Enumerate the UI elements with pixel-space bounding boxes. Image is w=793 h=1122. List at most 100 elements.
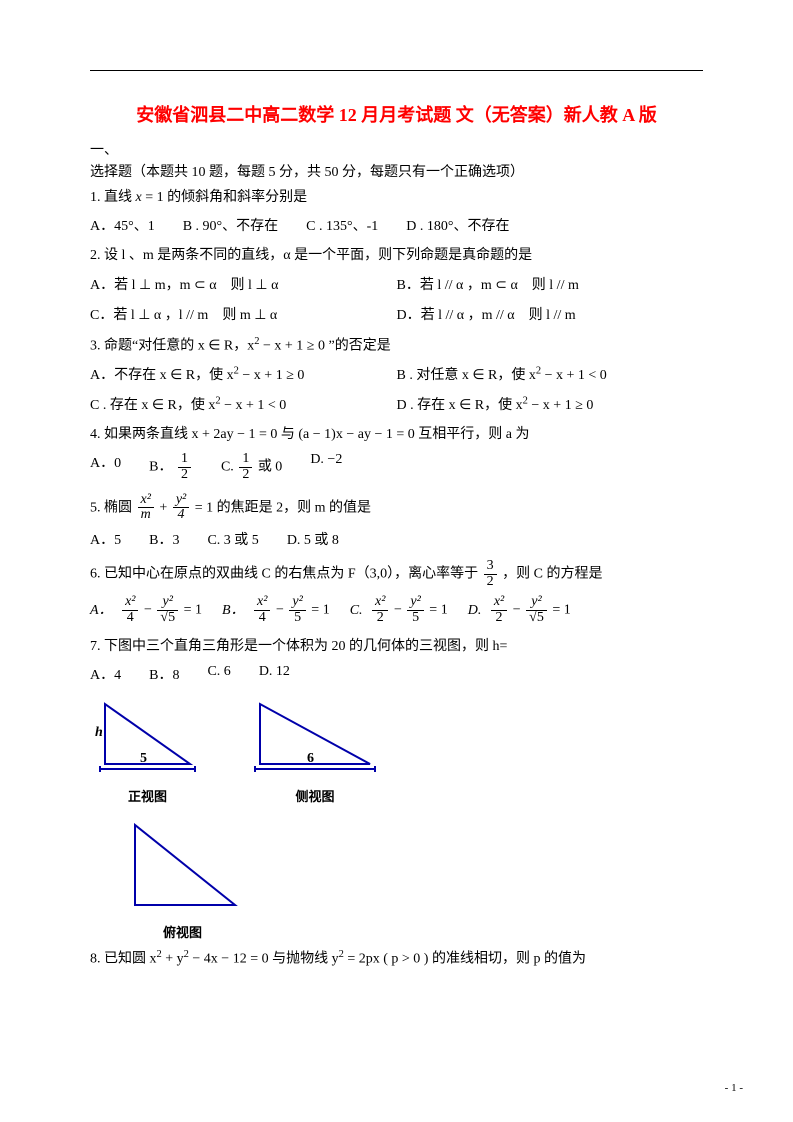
- q5-f1d: m: [138, 508, 154, 523]
- q5-pre: 5. 椭圆: [90, 500, 136, 515]
- q3-D-a: D . 存在 x ∈ R，使 x: [397, 398, 523, 413]
- q6-B-f2n: y²: [289, 595, 305, 611]
- q4-options: A．0 B． 12 C. 12 或 0 D. −2: [90, 452, 703, 482]
- q6-C-f2n: y²: [407, 595, 423, 611]
- q3-C-a: C . 存在 x ∈ R，使 x: [90, 398, 215, 413]
- q6-C-f2: y²5: [407, 595, 423, 625]
- q6-D: D. x²2 − y²√5 = 1: [468, 595, 571, 625]
- q4-text: 4. 如果两条直线 x + 2ay − 1 = 0 与 (a − 1)x − a…: [90, 424, 703, 446]
- q5-A: A．5: [90, 529, 121, 549]
- q6-options: A． x²4 − y²√5 = 1 B． x²4 − y²5 = 1 C. x²…: [90, 595, 703, 625]
- q6-B-lbl: B．: [222, 603, 245, 618]
- q3-C: C . 存在 x ∈ R，使 x2 − x + 1 < 0: [90, 394, 397, 414]
- q6-C-f1n: x²: [372, 595, 388, 611]
- q3-B-a: B . 对任意 x ∈ R，使 x: [397, 368, 536, 383]
- q3-C-b: − x + 1 < 0: [221, 398, 287, 413]
- q1-stem: 1. 直线 x = 1 的倾斜角和斜率分别是: [90, 190, 307, 205]
- q7-views-row2: 俯视图: [120, 815, 703, 941]
- q4-A: A．0: [90, 452, 121, 482]
- q3-a: 3. 命题“对任意的 x ∈ R，x: [90, 338, 254, 353]
- q4-C-frac: 12: [239, 452, 252, 482]
- q6-D-f1d: 2: [491, 611, 507, 626]
- q5-text: 5. 椭圆 x²m + y²4 = 1 的焦距是 2，则 m 的值是: [90, 493, 703, 523]
- q2-C: C．若 l ⊥ α ，l // m 则 m ⊥ α: [90, 304, 397, 324]
- q4-B-num: 1: [178, 452, 191, 468]
- q8-a: 8. 已知圆 x: [90, 952, 157, 967]
- top-label: 俯视图: [120, 922, 245, 941]
- q7-A: A．4: [90, 664, 121, 684]
- q6-A-lbl: A．: [90, 603, 113, 618]
- q5-D: D. 5 或 8: [287, 529, 339, 549]
- q6-C-f1: x²2: [372, 595, 388, 625]
- q6-post: ，则 C 的方程是: [502, 566, 602, 581]
- q7-views-row1: h 5 正视图 6 侧视图: [90, 694, 703, 805]
- q5-f2n: y²: [173, 493, 189, 509]
- q6-B-f1d: 4: [254, 611, 270, 626]
- q6-A-f1: x²4: [122, 595, 138, 625]
- q6-A: A． x²4 − y²√5 = 1: [90, 595, 202, 625]
- q1-text: 1. 直线 x = 1 的倾斜角和斜率分别是: [90, 187, 703, 209]
- q8-text: 8. 已知圆 x2 + y2 − 4x − 12 = 0 与抛物线 y2 = 2…: [90, 947, 703, 971]
- q6-B: B． x²4 − y²5 = 1: [222, 595, 330, 625]
- q4-C: C. 12 或 0: [221, 452, 282, 482]
- q5-f1n: x²: [138, 493, 154, 509]
- page-number: - 1 -: [725, 1082, 743, 1094]
- side-view-svg: 6: [245, 694, 385, 779]
- q6-B-eq: = 1: [311, 603, 329, 618]
- q1-C: C . 135°、-1: [306, 215, 378, 235]
- page: 安徽省泗县二中高二数学 12 月月考试题 文（无答案）新人教 A 版 一、 选择…: [0, 0, 793, 1122]
- q8-c: − 4x − 12 = 0 与抛物线 y: [192, 952, 338, 967]
- side-view: 6 侧视图: [245, 694, 385, 805]
- q8-b: + y: [165, 952, 183, 967]
- q6-B-f2d: 5: [289, 611, 305, 626]
- q4-C-den: 2: [239, 468, 252, 483]
- q3-b: − x + 1 ≥ 0 ”的否定是: [260, 338, 391, 353]
- q4-C-post: 或 0: [258, 460, 283, 475]
- q6-A-f1d: 4: [122, 611, 138, 626]
- q3-A-a: A．不存在 x ∈ R，使 x: [90, 368, 234, 383]
- q4-D: D. −2: [310, 452, 342, 482]
- q5-f1: x²m: [138, 493, 154, 523]
- h-label: h: [95, 725, 103, 740]
- front-view-svg: h 5: [90, 694, 205, 779]
- q6-pre: 6. 已知中心在原点的双曲线 C 的右焦点为 F（3,0），离心率等于: [90, 566, 482, 581]
- q6-A-f2: y²√5: [157, 595, 178, 625]
- q6-ecc: 32: [484, 559, 497, 589]
- section-1-label: 一、: [90, 139, 703, 159]
- q6-A-minus: −: [144, 603, 155, 618]
- q5-f2d: 4: [173, 508, 189, 523]
- q3-A: A．不存在 x ∈ R，使 x2 − x + 1 ≥ 0: [90, 364, 397, 384]
- q6-A-f2n: y²: [157, 595, 178, 611]
- q1-A: A．45°、1: [90, 215, 155, 235]
- q3-B-b: − x + 1 < 0: [541, 368, 607, 383]
- q3-D-b: − x + 1 ≥ 0: [528, 398, 593, 413]
- instructions: 选择题（本题共 10 题，每题 5 分，共 50 分，每题只有一个正确选项）: [90, 161, 703, 181]
- q5-f2: y²4: [173, 493, 189, 523]
- q2-text: 2. 设 l 、m 是两条不同的直线，α 是一个平面，则下列命题是真命题的是: [90, 245, 703, 267]
- top-rule: [90, 70, 703, 71]
- q3-B: B . 对任意 x ∈ R，使 x2 − x + 1 < 0: [397, 364, 704, 384]
- q8-d: = 2px ( p > 0 ) 的准线相切，则 p 的值为: [347, 952, 586, 967]
- b5-label: 5: [140, 751, 147, 766]
- q6-C-lbl: C.: [350, 603, 363, 618]
- q6-D-minus: −: [513, 603, 524, 618]
- q6-D-f2: y²√5: [526, 595, 547, 625]
- q6-A-eq: = 1: [184, 603, 202, 618]
- q6-en: 3: [484, 559, 497, 575]
- q7-C: C. 6: [207, 664, 230, 684]
- q6-C: C. x²2 − y²5 = 1: [350, 595, 448, 625]
- q5-eq: = 1: [195, 500, 213, 515]
- q7-options: A．4 B．8 C. 6 D. 12: [90, 664, 703, 684]
- q6-text: 6. 已知中心在原点的双曲线 C 的右焦点为 F（3,0），离心率等于 32 ，…: [90, 559, 703, 589]
- q3-A-b: − x + 1 ≥ 0: [239, 368, 304, 383]
- q7-D: D. 12: [259, 664, 290, 684]
- exam-title: 安徽省泗县二中高二数学 12 月月考试题 文（无答案）新人教 A 版: [90, 101, 703, 127]
- q6-D-f1: x²2: [491, 595, 507, 625]
- side-label: 侧视图: [245, 786, 385, 805]
- q3-D: D . 存在 x ∈ R，使 x2 − x + 1 ≥ 0: [397, 394, 704, 414]
- q1-D: D . 180°、不存在: [406, 215, 509, 235]
- q7-B: B．8: [149, 664, 179, 684]
- q4-C-num: 1: [239, 452, 252, 468]
- q6-A-f1n: x²: [122, 595, 138, 611]
- q6-A-f2d: √5: [157, 611, 178, 626]
